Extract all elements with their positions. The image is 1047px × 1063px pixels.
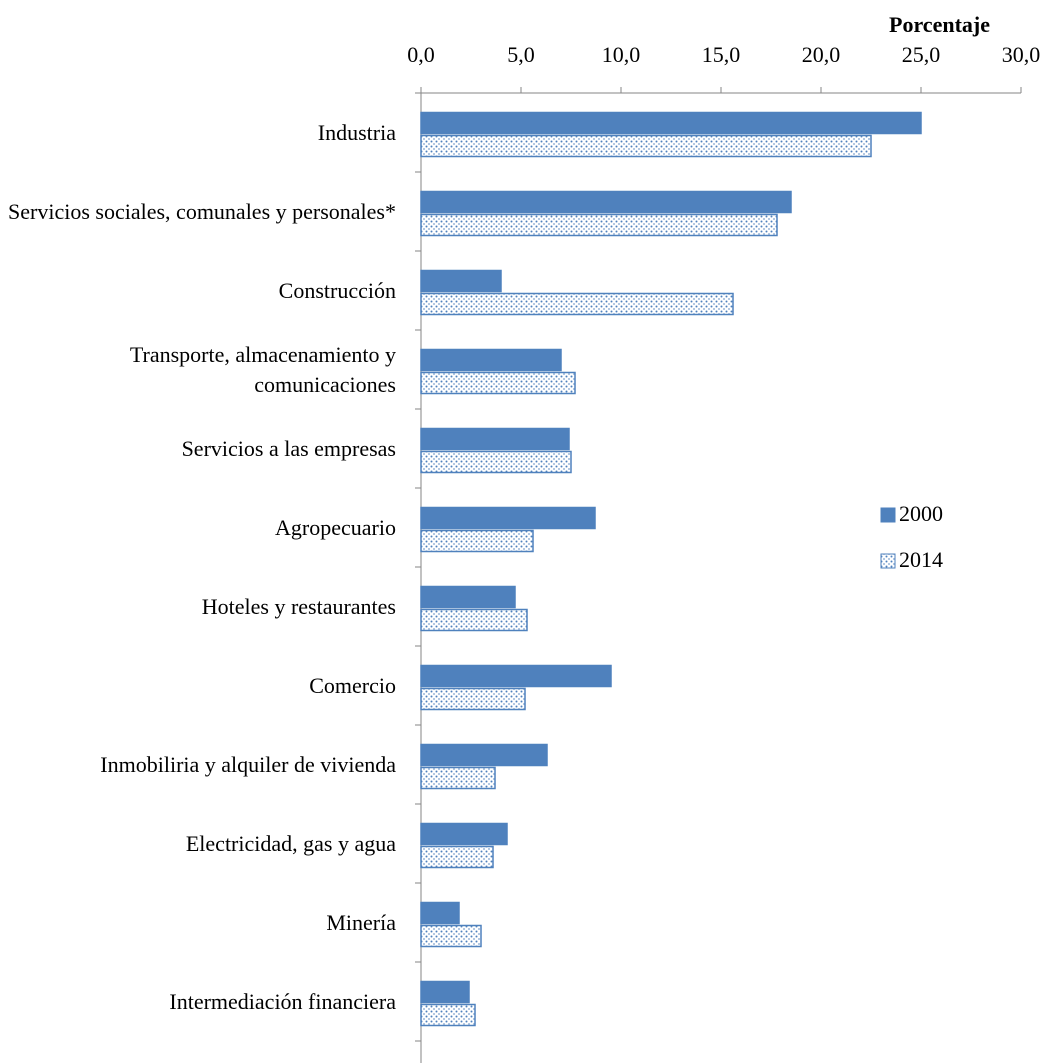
y-tick-label: Construcción: [278, 277, 396, 303]
bar: [420, 190, 792, 214]
bar: [420, 608, 528, 632]
y-tick-label: Minería: [326, 909, 396, 935]
bar: [420, 1003, 476, 1027]
x-tick-label: 30,0: [1002, 42, 1041, 67]
bar: [420, 348, 562, 372]
bar: [420, 111, 922, 135]
bar: [420, 845, 494, 869]
x-tick-label: 5,0: [507, 42, 535, 67]
legend-swatch: [880, 507, 896, 523]
y-tick-label: Comercio: [309, 672, 396, 698]
bar: [420, 980, 470, 1004]
bar: [420, 585, 516, 609]
bar: [420, 901, 460, 925]
y-tick-label: Servicios sociales, comunales y personal…: [8, 198, 396, 224]
bar: [420, 450, 572, 474]
bar: [420, 506, 596, 530]
axis-title: Porcentaje: [889, 12, 990, 37]
bar: [420, 766, 496, 790]
y-tick-label: Hoteles y restaurantes: [201, 593, 396, 619]
y-tick-label: Inmobiliria y alquiler de vivienda: [100, 751, 396, 777]
bar: [420, 427, 570, 451]
x-tick-label: 0,0: [407, 42, 435, 67]
x-tick-label: 10,0: [602, 42, 641, 67]
y-tick-label: Transporte, almacenamiento y comunicacio…: [129, 341, 396, 397]
bar: [420, 292, 734, 316]
bar: [420, 371, 576, 395]
y-tick-label: Intermediación financiera: [169, 988, 396, 1014]
y-tick-label: Industria: [317, 119, 396, 145]
legend-label: 2014: [899, 547, 943, 572]
y-tick-label: Electricidad, gas y agua: [185, 830, 396, 856]
bar: [420, 529, 534, 553]
x-tick-label: 25,0: [902, 42, 941, 67]
legend-swatch: [880, 553, 896, 569]
bar: [420, 924, 482, 948]
x-tick-label: 15,0: [702, 42, 741, 67]
x-tick-label: 20,0: [802, 42, 841, 67]
y-tick-label: Servicios a las empresas: [181, 435, 396, 461]
bar: [420, 687, 526, 711]
bar: [420, 213, 778, 237]
bar: [420, 743, 548, 767]
bar: [420, 664, 612, 688]
legend-label: 2000: [899, 501, 943, 526]
bar: [420, 269, 502, 293]
y-tick-label: Agropecuario: [275, 514, 396, 540]
bar: [420, 134, 872, 158]
bar: [420, 822, 508, 846]
